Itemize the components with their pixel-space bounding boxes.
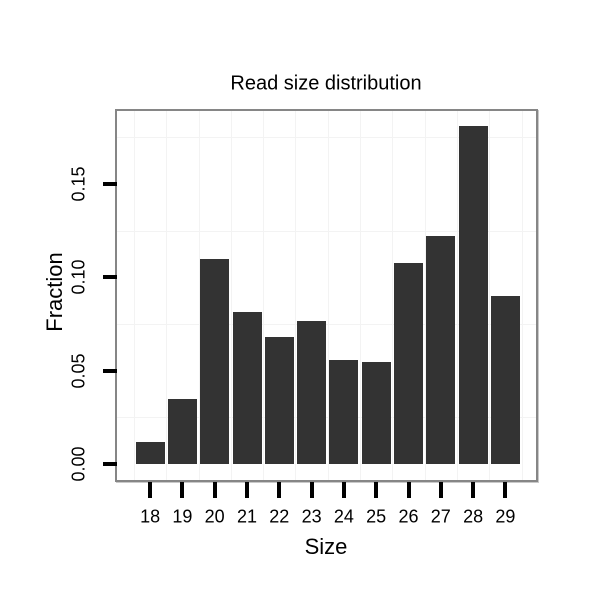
- x-axis-tick-label: 29: [495, 506, 516, 527]
- bar-24: [329, 359, 359, 465]
- gridline-minor-vertical: [263, 111, 265, 480]
- x-axis-tick-label: 20: [204, 506, 225, 527]
- x-axis-tick-label: 21: [236, 506, 258, 527]
- gridline-minor-horizontal: [117, 417, 536, 419]
- gridline-minor-horizontal: [117, 323, 536, 325]
- x-axis-tick-label: 28: [463, 506, 484, 527]
- bar-28: [458, 125, 488, 465]
- gridline-minor-vertical: [295, 111, 297, 480]
- x-axis-tick: [503, 482, 508, 498]
- x-axis-tick: [374, 482, 379, 498]
- bar-23: [297, 320, 327, 465]
- y-axis-tick-label: 0.05: [68, 353, 89, 389]
- x-axis-tick: [245, 482, 249, 498]
- x-axis-tick-label: 26: [398, 506, 419, 527]
- y-axis-tick-label: 0.10: [68, 259, 89, 295]
- gridline-minor-vertical: [230, 111, 232, 480]
- gridline-minor-vertical: [489, 111, 491, 480]
- bar-19: [167, 399, 197, 465]
- bar-18: [135, 442, 165, 465]
- gridline-minor-horizontal: [117, 230, 536, 232]
- x-axis-tick: [277, 482, 282, 498]
- y-axis-tick-label: 0.00: [68, 446, 89, 482]
- y-axis-tick: [103, 181, 117, 186]
- y-axis-tick: [103, 368, 117, 373]
- gridline-minor-vertical: [392, 111, 394, 480]
- x-axis-tick-label: 25: [366, 506, 387, 527]
- bar-25: [361, 362, 391, 465]
- bar-29: [490, 295, 520, 465]
- gridline-minor-vertical: [166, 111, 168, 480]
- x-axis-tick: [341, 482, 346, 498]
- y-axis-title: Fraction: [42, 252, 67, 332]
- gridline-minor-vertical: [424, 111, 426, 480]
- x-axis-tick: [148, 482, 153, 498]
- y-axis-tick: [103, 275, 117, 280]
- gridline-minor-vertical: [133, 111, 135, 480]
- gridline-minor-horizontal: [117, 137, 536, 139]
- bar-20: [200, 258, 230, 465]
- bar-22: [264, 337, 294, 465]
- x-axis-tick-label: 24: [333, 506, 354, 527]
- x-axis-title: Size: [304, 534, 348, 559]
- y-axis-tick: [103, 462, 117, 467]
- y-axis-tick-label: 0.15: [68, 166, 89, 202]
- gridline-minor-vertical: [198, 111, 200, 480]
- x-axis-tick: [406, 482, 411, 498]
- gridline-minor-vertical: [521, 111, 523, 480]
- x-axis-tick-label: 22: [269, 506, 290, 527]
- x-axis-tick-label: 18: [140, 506, 161, 527]
- x-axis-tick: [309, 482, 314, 498]
- plot-area: [117, 111, 536, 480]
- chart-title: Read size distribution: [230, 72, 422, 95]
- gridline-minor-vertical: [456, 111, 458, 480]
- x-axis-tick-label: 27: [430, 506, 451, 527]
- x-axis-tick: [438, 482, 443, 498]
- x-axis-tick: [212, 482, 217, 498]
- x-axis-tick-label: 19: [172, 506, 193, 527]
- gridline-minor-vertical: [327, 111, 329, 480]
- gridline-minor-vertical: [360, 111, 362, 480]
- x-axis-tick: [180, 482, 185, 498]
- bar-21: [232, 311, 262, 465]
- bar-26: [394, 263, 423, 465]
- bar-27: [426, 235, 456, 465]
- x-axis-tick-label: 23: [301, 506, 322, 527]
- x-axis-tick: [471, 482, 476, 498]
